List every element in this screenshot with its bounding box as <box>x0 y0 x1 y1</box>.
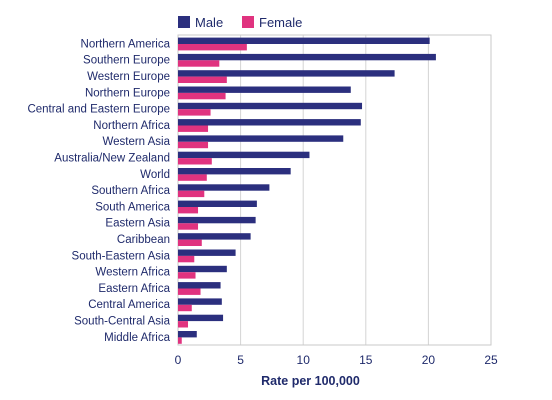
bar-male <box>178 233 251 240</box>
x-axis-title: Rate per 100,000 <box>261 374 360 388</box>
bar-female <box>178 60 220 67</box>
bar-male <box>178 86 351 93</box>
category-label: Caribbean <box>117 234 170 246</box>
bar-male <box>178 53 436 61</box>
bar-male <box>178 331 197 338</box>
category-label: South America <box>95 201 170 213</box>
bar-male <box>178 151 310 159</box>
category-label: World <box>140 169 170 181</box>
category-label: Eastern Africa <box>98 283 170 295</box>
bar-male <box>178 216 256 224</box>
bar-female <box>178 190 205 198</box>
category-label: Western Asia <box>102 136 170 148</box>
bar-female <box>178 92 226 100</box>
bar-male <box>178 70 395 77</box>
category-label: South-Central Asia <box>74 316 170 328</box>
bar-male <box>178 135 344 142</box>
bar-male <box>178 119 361 126</box>
category-label: Northern Europe <box>85 87 170 99</box>
bar-female <box>178 207 199 214</box>
bar-male <box>178 265 227 273</box>
bar-female <box>178 109 211 116</box>
category-label: Northern America <box>81 38 171 50</box>
bar-female <box>178 272 196 279</box>
category-label: Southern Europe <box>83 55 170 67</box>
x-tick-label: 0 <box>175 353 182 367</box>
category-labels: Northern America Southern Europe Western E… <box>27 38 170 343</box>
x-tick-label: 10 <box>297 353 311 367</box>
category-label: Central and Eastern Europe <box>27 104 170 116</box>
bar-male <box>178 168 291 175</box>
bar-female <box>178 304 192 312</box>
category-label: Western Africa <box>95 267 170 279</box>
bar-male <box>178 102 363 110</box>
bar-female <box>178 44 247 51</box>
x-tick-label: 25 <box>484 353 498 367</box>
bar-female <box>178 141 209 149</box>
category-label: Northern Africa <box>93 120 170 132</box>
category-label: Western Europe <box>87 71 170 83</box>
bar-female <box>178 223 199 230</box>
bar-male <box>178 184 270 191</box>
bar-female <box>178 288 201 295</box>
category-label: Southern Africa <box>91 185 170 197</box>
category-label: South-Eastern Asia <box>72 250 171 262</box>
bar-female <box>178 174 207 181</box>
x-tick-label: 5 <box>237 353 244 367</box>
legend-swatch-female <box>242 16 254 28</box>
bar-female <box>178 125 209 132</box>
category-label: Australia/New Zealand <box>54 153 170 165</box>
bar-female <box>178 255 195 263</box>
bar-female <box>178 239 202 246</box>
bar-female <box>178 321 189 328</box>
bars <box>178 37 436 344</box>
x-tick-label: 20 <box>422 353 436 367</box>
bar-female <box>178 337 182 344</box>
category-label: Middle Africa <box>104 332 170 344</box>
category-label: Eastern Asia <box>105 218 170 230</box>
x-axis-ticks: 0 5 10 15 20 25 <box>175 353 498 367</box>
bar-female <box>178 158 212 165</box>
bar-male <box>178 37 430 44</box>
bar-male <box>178 282 221 289</box>
category-label: Central America <box>88 299 170 311</box>
bar-female <box>178 76 227 83</box>
bar-male <box>178 249 236 256</box>
bar-male <box>178 298 222 305</box>
bar-male <box>178 314 224 322</box>
legend-swatch-male <box>178 16 190 28</box>
x-tick-label: 15 <box>359 353 373 367</box>
bar-male <box>178 200 257 207</box>
legend-label-male: Male <box>195 15 223 30</box>
legend: Male Female <box>178 15 302 30</box>
legend-label-female: Female <box>259 15 302 30</box>
